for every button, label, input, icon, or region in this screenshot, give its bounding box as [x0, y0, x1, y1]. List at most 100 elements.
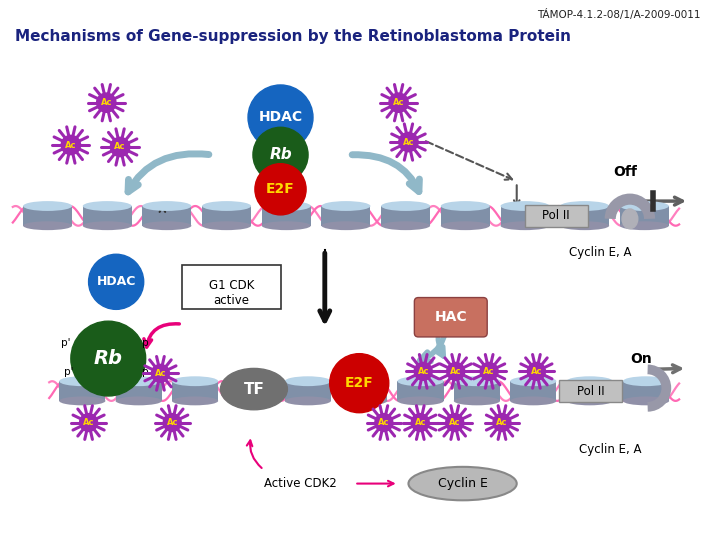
Text: Mechanisms of Gene-suppression by the Retinoblastoma Protein: Mechanisms of Gene-suppression by the Re…: [15, 29, 571, 44]
Ellipse shape: [23, 221, 72, 230]
Bar: [59, 381, 105, 401]
Ellipse shape: [620, 221, 669, 230]
Ellipse shape: [567, 376, 613, 386]
Circle shape: [414, 362, 432, 380]
Ellipse shape: [322, 221, 370, 230]
Ellipse shape: [567, 396, 613, 406]
Ellipse shape: [143, 201, 192, 211]
Text: HDAC: HDAC: [96, 275, 136, 288]
Circle shape: [89, 254, 144, 309]
Text: Pol II: Pol II: [542, 210, 570, 222]
Ellipse shape: [510, 396, 557, 406]
Bar: [202, 206, 251, 226]
Ellipse shape: [59, 396, 105, 406]
Text: Ac: Ac: [155, 369, 166, 378]
Text: Ac: Ac: [415, 418, 426, 427]
Circle shape: [110, 137, 130, 157]
Text: Off: Off: [613, 165, 637, 179]
Circle shape: [375, 414, 393, 431]
Bar: [454, 381, 500, 401]
Circle shape: [80, 414, 97, 431]
Text: Cyclin E: Cyclin E: [438, 477, 487, 490]
Ellipse shape: [284, 376, 331, 386]
Bar: [623, 381, 669, 401]
Ellipse shape: [262, 201, 311, 211]
Text: E2F: E2F: [266, 183, 295, 197]
Ellipse shape: [83, 221, 132, 230]
Text: Ac: Ac: [531, 367, 542, 376]
Ellipse shape: [622, 209, 638, 228]
Circle shape: [330, 354, 389, 413]
Ellipse shape: [500, 221, 549, 230]
Ellipse shape: [228, 376, 274, 386]
Ellipse shape: [83, 201, 132, 211]
Text: Rb: Rb: [94, 349, 123, 368]
Bar: [83, 206, 132, 226]
Bar: [397, 381, 444, 401]
Text: Ac: Ac: [83, 418, 94, 427]
Ellipse shape: [510, 376, 557, 386]
Bar: [510, 381, 557, 401]
Ellipse shape: [143, 221, 192, 230]
Text: Rb: Rb: [269, 147, 292, 163]
Circle shape: [71, 321, 145, 396]
Text: HDAC: HDAC: [258, 111, 302, 124]
Ellipse shape: [620, 201, 669, 211]
Text: HAC: HAC: [434, 310, 467, 324]
Text: E2F: E2F: [345, 376, 374, 390]
Ellipse shape: [454, 396, 500, 406]
Ellipse shape: [454, 376, 500, 386]
Text: Ac: Ac: [496, 418, 508, 427]
Ellipse shape: [381, 201, 430, 211]
Ellipse shape: [172, 376, 218, 386]
Text: TÁMOP-4.1.2-08/1/A-2009-0011: TÁMOP-4.1.2-08/1/A-2009-0011: [537, 9, 701, 20]
Circle shape: [411, 414, 429, 431]
Text: Cyclin E, A: Cyclin E, A: [579, 443, 642, 456]
Text: Ac: Ac: [483, 367, 495, 376]
Circle shape: [446, 362, 464, 380]
Text: Active CDK2: Active CDK2: [264, 477, 336, 490]
Ellipse shape: [228, 396, 274, 406]
Text: p': p': [64, 367, 73, 377]
Ellipse shape: [441, 201, 490, 211]
Ellipse shape: [322, 201, 370, 211]
Ellipse shape: [262, 221, 311, 230]
Ellipse shape: [408, 467, 517, 501]
Ellipse shape: [202, 221, 251, 230]
Ellipse shape: [341, 396, 387, 406]
Ellipse shape: [500, 201, 549, 211]
Text: Ac: Ac: [101, 98, 112, 107]
Circle shape: [253, 127, 308, 183]
Bar: [500, 206, 549, 226]
Circle shape: [480, 362, 498, 380]
Text: Ac: Ac: [449, 418, 461, 427]
FancyBboxPatch shape: [415, 298, 487, 337]
Bar: [23, 206, 72, 226]
Bar: [567, 381, 613, 401]
Bar: [620, 206, 669, 226]
Text: On: On: [630, 352, 652, 366]
Circle shape: [61, 136, 81, 154]
Bar: [341, 381, 387, 401]
Bar: [228, 381, 274, 401]
Text: p: p: [143, 367, 149, 377]
Bar: [322, 206, 370, 226]
Ellipse shape: [116, 376, 162, 386]
Text: Ac: Ac: [418, 367, 429, 376]
Text: Ac: Ac: [450, 367, 462, 376]
Text: p': p': [61, 338, 71, 348]
Ellipse shape: [381, 221, 430, 230]
Text: Pol II: Pol II: [577, 384, 604, 397]
Circle shape: [96, 93, 116, 112]
Ellipse shape: [284, 396, 331, 406]
Circle shape: [163, 414, 181, 431]
Ellipse shape: [59, 376, 105, 386]
Text: G1 CDK
active: G1 CDK active: [209, 279, 254, 307]
Bar: [559, 380, 622, 402]
Circle shape: [399, 132, 418, 152]
Ellipse shape: [341, 376, 387, 386]
Text: p: p: [143, 338, 149, 348]
Bar: [116, 381, 162, 401]
Ellipse shape: [397, 396, 444, 406]
Ellipse shape: [23, 201, 72, 211]
